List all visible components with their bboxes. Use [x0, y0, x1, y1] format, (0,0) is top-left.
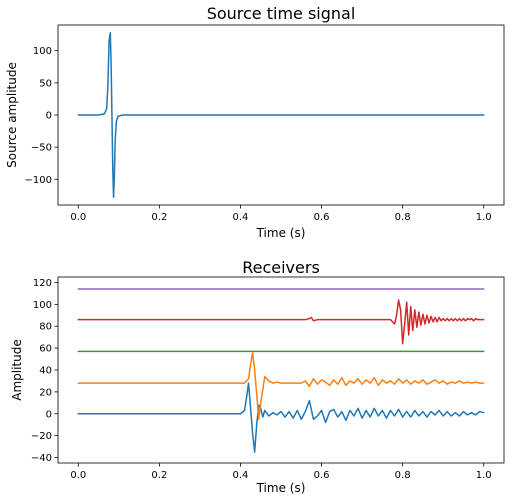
source-lines [77, 31, 485, 199]
receivers-x-tick-label: 0.8 [395, 470, 411, 481]
source-chart-title: Source time signal [207, 4, 356, 23]
receivers-ticks: 0.0 0.2 0.4 0.6 0.8 1.0 120 100 80 60 40 20 0 −20 −40 [31, 278, 492, 481]
receivers-axes-frame [57, 276, 505, 464]
receivers-y-tick-label: 60 [39, 344, 52, 355]
source-series-source [77, 31, 485, 199]
receivers-y-tick-label: 40 [39, 366, 52, 377]
receivers-y-tick-label: 20 [39, 387, 52, 398]
receivers-panel: Receivers 0.0 0.2 0.4 0.6 0.8 1.0 120 100 80 60 40… [10, 258, 505, 495]
source-y-tick-label: −50 [31, 143, 52, 154]
source-y-tick-label: 0 [46, 111, 52, 122]
source-y-tick-label: −100 [25, 175, 52, 186]
source-panel: Source time signal 0.0 0.2 0.4 0.6 0.8 1.0 100… [5, 4, 505, 240]
receivers-y-tick-label: 120 [33, 278, 52, 289]
receivers-x-tick-label: 0.2 [151, 470, 167, 481]
receivers-x-tick-label: 1.0 [476, 470, 492, 481]
receivers-y-tick-label: −40 [31, 453, 52, 464]
receivers-y-tick-label: −20 [31, 431, 52, 442]
receivers-y-tick-label: 80 [39, 322, 52, 333]
receivers-x-axis-label: Time (s) [256, 481, 306, 495]
source-y-tick-label: 50 [39, 78, 52, 89]
receivers-chart-title: Receivers [242, 258, 320, 277]
receivers-y-tick-label: 0 [46, 409, 52, 420]
receivers-lines [77, 288, 485, 453]
source-axes-frame [57, 24, 505, 206]
source-x-tick-label: 0.8 [395, 212, 411, 223]
receivers-series-receiver-4 [77, 299, 485, 345]
source-ticks: 0.0 0.2 0.4 0.6 0.8 1.0 100 50 0 −50 −100 [25, 46, 492, 223]
receivers-x-tick-label: 0.0 [70, 470, 86, 481]
source-x-tick-label: 0.2 [151, 212, 167, 223]
receivers-x-tick-label: 0.6 [314, 470, 330, 481]
receivers-x-tick-label: 0.4 [233, 470, 249, 481]
source-y-tick-label: 100 [33, 46, 52, 57]
source-x-tick-label: 0.4 [233, 212, 249, 223]
receivers-series-receiver-1 [77, 382, 485, 453]
source-x-tick-label: 0.6 [314, 212, 330, 223]
receivers-y-tick-label: 100 [33, 300, 52, 311]
source-x-tick-label: 0.0 [70, 212, 86, 223]
receivers-y-axis-label: Amplitude [10, 339, 24, 401]
source-y-axis-label: Source amplitude [5, 62, 19, 168]
source-x-tick-label: 1.0 [476, 212, 492, 223]
source-x-axis-label: Time (s) [256, 226, 306, 240]
receivers-series-receiver-2 [77, 351, 485, 420]
